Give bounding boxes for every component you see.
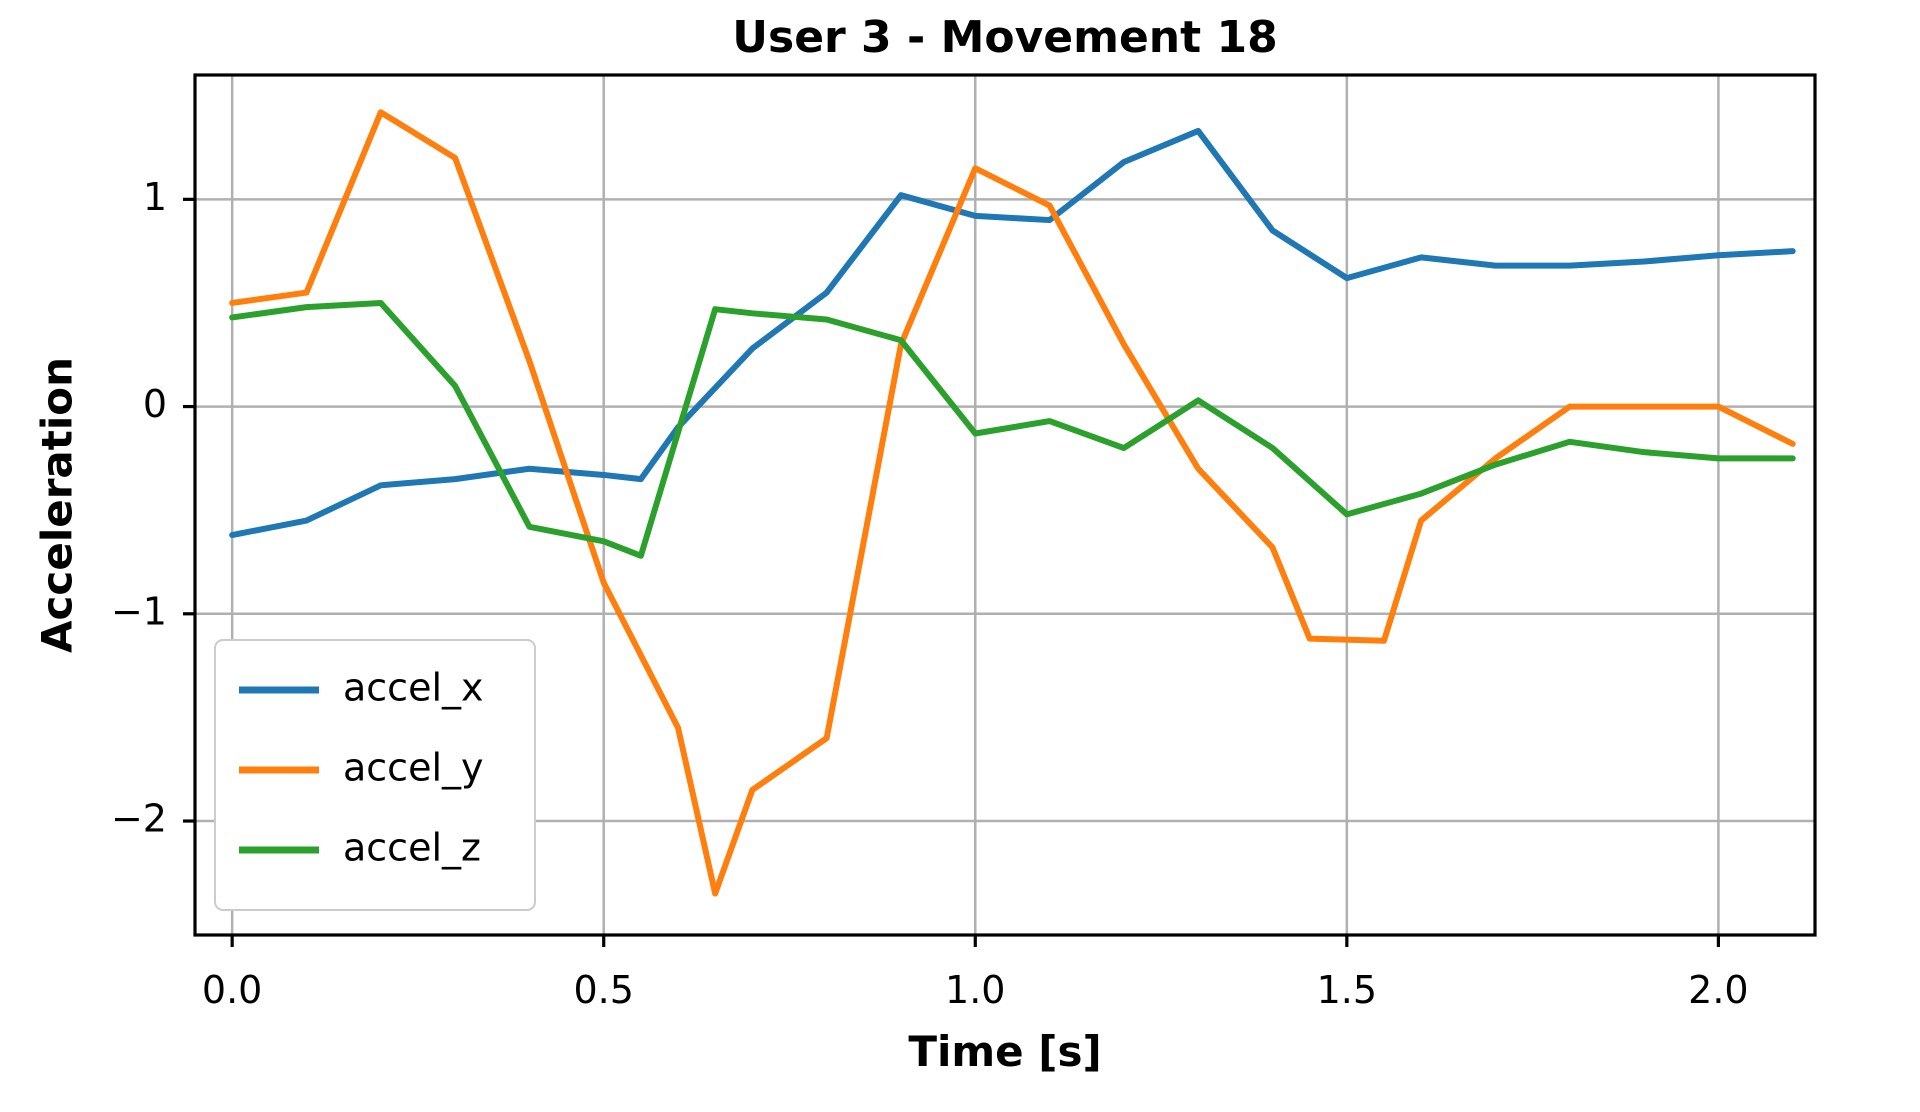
chart-title: User 3 - Movement 18 (732, 12, 1277, 63)
line-chart: 0.0 0.5 1.0 1.5 2.0 −2 −1 0 1 User 3 - Movement 1… (0, 0, 1920, 1112)
ytick-label: −1 (111, 589, 167, 633)
legend-label: accel_x (343, 666, 484, 710)
ytick-label: 0 (143, 382, 167, 426)
legend-label: accel_z (343, 826, 481, 870)
xtick-label: 0.0 (202, 968, 262, 1012)
ytick-label: −2 (111, 797, 167, 841)
xtick-label: 0.5 (573, 968, 633, 1012)
legend: accel_x accel_y accel_z (215, 640, 535, 910)
xtick-label: 1.5 (1317, 968, 1377, 1012)
x-axis-label: Time [s] (908, 1027, 1101, 1076)
xtick-label: 1.0 (945, 968, 1005, 1012)
chart-container: 0.0 0.5 1.0 1.5 2.0 −2 −1 0 1 User 3 - Movement 1… (0, 0, 1920, 1112)
xtick-label: 2.0 (1688, 968, 1748, 1012)
y-axis-label: Acceleration (33, 357, 82, 653)
legend-label: accel_y (343, 746, 484, 790)
ytick-label: 1 (143, 175, 167, 219)
